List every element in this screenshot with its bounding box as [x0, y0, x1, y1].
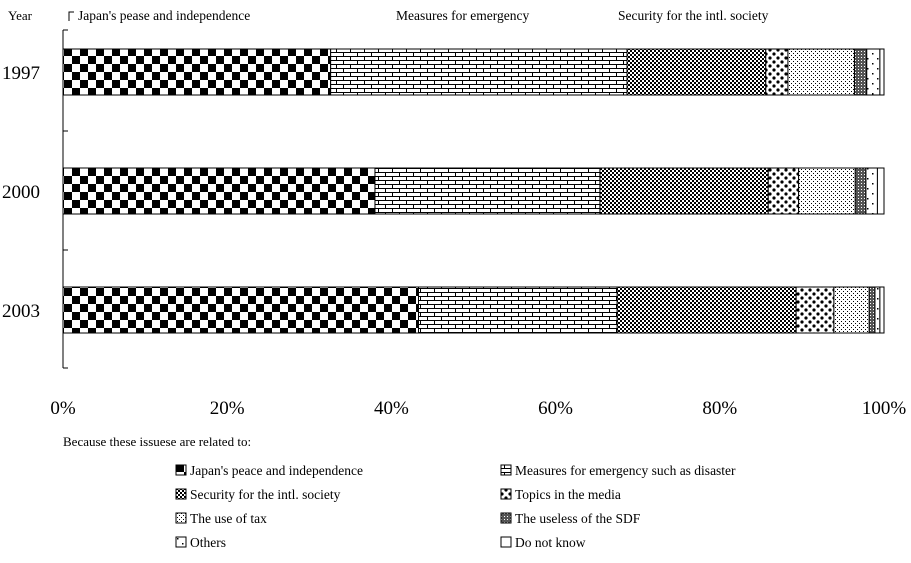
x-tick-label: 0%: [50, 398, 76, 419]
legend-label: Security for the intl. society: [190, 487, 341, 502]
bar-segment-2000-3: [599, 167, 769, 215]
legend-label: Topics in the media: [515, 487, 621, 502]
bar-segment-2000-2: [374, 167, 601, 215]
top-bracket: [68, 11, 74, 21]
legend: Japan's peace and independence Measures f…: [175, 463, 736, 550]
bar-segment-2003-5: [833, 286, 870, 334]
legend-label: The use of tax: [190, 511, 267, 526]
top-annotation-1: Japan's pease and independence: [78, 8, 250, 23]
legend-swatch: [175, 488, 187, 500]
bar-segment-2003-3: [616, 286, 797, 334]
x-tick-label: 80%: [702, 398, 737, 419]
legend-label: Others: [190, 535, 226, 550]
bars: [62, 48, 885, 334]
category-label: 2003: [2, 301, 40, 322]
bar-segment-1997-6: [853, 48, 868, 96]
top-annotation-2: Measures for emergency: [396, 8, 529, 23]
top-annotation-3: Security for the intl. society: [618, 8, 769, 23]
legend-label: Do not know: [515, 535, 586, 550]
bar-segment-2000-5: [798, 167, 856, 215]
legend-title: Because these issuese are related to:: [63, 434, 251, 449]
legend-label: Measures for emergency such as disaster: [515, 463, 736, 478]
x-tick-label: 60%: [538, 398, 573, 419]
bar-segment-2003-4: [795, 286, 835, 334]
bar-segment-2000-1: [62, 167, 376, 215]
bar-segment-1997-4: [765, 48, 789, 96]
bar-segment-1997-1: [62, 48, 332, 96]
legend-swatch: [500, 488, 512, 500]
legend-swatch: [500, 464, 512, 476]
bar-segment-2000-8: [876, 167, 885, 215]
bar-segment-1997-5: [787, 48, 855, 96]
legend-label: The useless of the SDF: [515, 511, 641, 526]
x-tick-label: 20%: [210, 398, 245, 419]
bar-segment-1997-7: [866, 48, 881, 96]
tick-labels: 1997 2000 2003 0% 20% 40% 60% 80% 100%: [2, 63, 906, 419]
legend-label: Japan's peace and independence: [190, 463, 363, 478]
bar-segment-2003-6: [868, 286, 876, 334]
x-tick-label: 100%: [862, 398, 907, 419]
bar-segment-2003-7: [874, 286, 881, 334]
legend-swatch: [500, 536, 512, 548]
bar-segment-1997-8: [879, 48, 885, 96]
bar-segment-1997-3: [626, 48, 767, 96]
x-tick-label: 40%: [374, 398, 409, 419]
category-label: 2000: [2, 182, 40, 203]
legend-swatch: [175, 512, 187, 524]
y-axis-title: Year: [8, 8, 33, 23]
bar-segment-2003-1: [62, 286, 419, 334]
bar-segment-1997-2: [330, 48, 628, 96]
bar-segment-2003-8: [879, 286, 885, 334]
bar-segment-2000-6: [854, 167, 867, 215]
category-label: 1997: [2, 63, 40, 84]
bar-segment-2000-4: [767, 167, 800, 215]
legend-swatch: [175, 464, 187, 476]
bar-segment-2000-7: [865, 167, 878, 215]
legend-swatch: [500, 512, 512, 524]
legend-swatch: [175, 536, 187, 548]
bar-segment-2003-2: [417, 286, 618, 334]
